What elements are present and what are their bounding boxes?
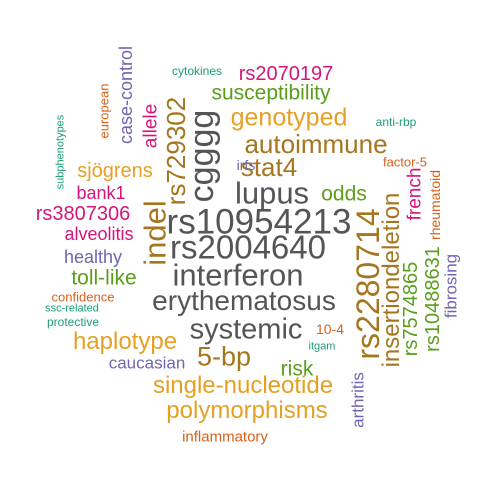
word-rs2070197: rs2070197 [238, 63, 334, 85]
word-case-control: case-control [116, 45, 136, 145]
word-stat4: stat4 [240, 152, 298, 182]
word-subphenotypes: subphenotypes [54, 114, 67, 190]
word-5-bp: 5-bp [196, 341, 252, 372]
word-autoimmune: autoimmune [244, 129, 388, 159]
word-risk: risk [280, 357, 314, 381]
word-french: french [404, 167, 426, 221]
word-factor-5: factor-5 [382, 154, 428, 170]
word-indel: indel [137, 200, 173, 266]
word-rs10488631: rs10488631 [422, 246, 444, 352]
word-systemic: systemic [189, 313, 303, 346]
word-odds: odds [321, 182, 367, 206]
word-rs729302: rs729302 [161, 96, 191, 206]
word-cytokines: cytokines [171, 64, 223, 78]
word-haplotype: haplotype [72, 328, 178, 355]
word-protective: protective [46, 315, 100, 329]
word-itgam: itgam [308, 340, 336, 353]
word-fibrosing: fibrosing [441, 253, 461, 319]
word-healthy: healthy [63, 247, 123, 267]
word-10-4: 10-4 [315, 321, 345, 337]
word-caucasian: caucasian [108, 353, 186, 373]
word-rs10954213: rs10954213 [166, 202, 352, 242]
word-irfs: irfs [236, 157, 256, 173]
word-susceptibility: susceptibility [211, 81, 331, 105]
word-toll-like: toll-like [71, 266, 137, 290]
word-ssc-related: ssc-related [45, 302, 99, 315]
word-interferon: interferon [172, 257, 304, 293]
word-erythematosus: erythematosus [152, 285, 336, 316]
word-arthritis: arthritis [348, 372, 368, 428]
word-alveolitis: alveolitis [64, 224, 134, 244]
word-european: european [96, 83, 112, 139]
word-polymorphisms: polymorphisms [166, 397, 328, 424]
word-rheumatoid: rheumatoid [427, 169, 443, 241]
word-bank1: bank1 [76, 183, 126, 203]
word-rs2004640: rs2004640 [170, 228, 326, 266]
word-anti-rbp: anti-rbp [375, 115, 417, 129]
word-rs3807306: rs3807306 [35, 203, 131, 225]
word-rs7574865: rs7574865 [400, 261, 422, 357]
word-inflammatory: inflammatory [182, 428, 268, 446]
word-genotyped: genotyped [230, 103, 348, 132]
word-allele: allele [140, 103, 162, 149]
word-single-nucleotide: single-nucleotide [152, 372, 334, 399]
word-confidence: confidence [51, 289, 115, 305]
word-lupus: lupus [234, 175, 310, 211]
word-sjogrens: sjögrens [77, 160, 153, 182]
